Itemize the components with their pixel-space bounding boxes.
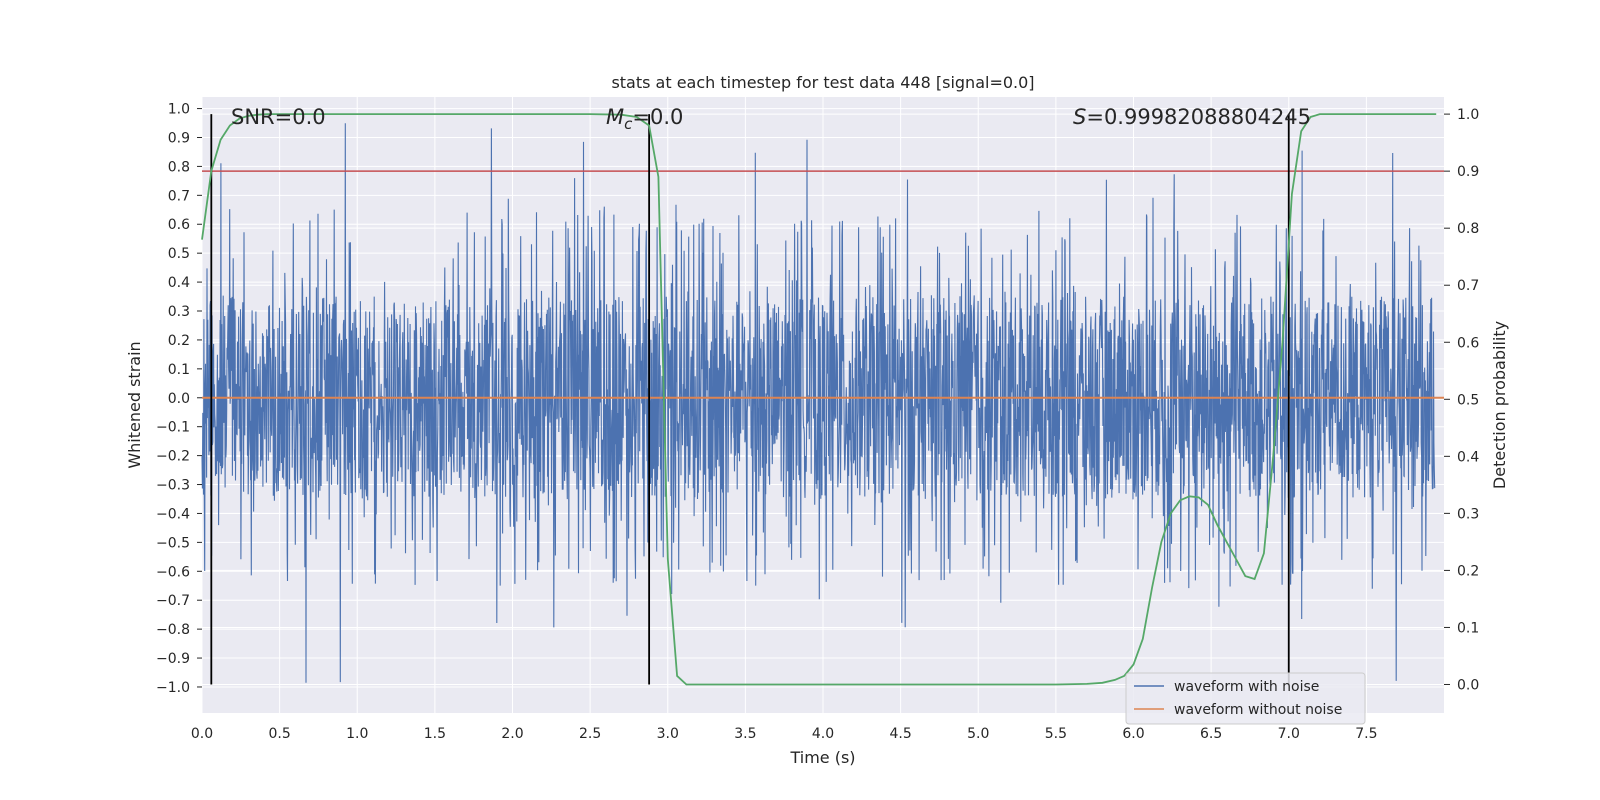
x-tick-label: 2.0 <box>501 726 523 742</box>
y-left-tick-label: −1.0 <box>156 680 190 696</box>
y-left-tick-label: −0.7 <box>156 593 190 609</box>
y-left-tick-label: 0.9 <box>168 130 190 146</box>
score-annotation: S=0.99982088804245 <box>1073 105 1311 129</box>
left-y-axis-ticks: 1.0 0.9 0.8 0.7 0.6 0.5 0.4 0.3 0.2 0.1 0.0 −0.1 −0.… <box>156 102 202 696</box>
y-left-tick-label: −0.5 <box>156 535 190 551</box>
chirp-mass-value: =0.0 <box>632 105 683 129</box>
y-left-tick-label: 0.4 <box>168 275 190 291</box>
x-tick-label: 5.5 <box>1045 726 1067 742</box>
y-left-tick-label: −0.9 <box>156 651 190 667</box>
x-tick-label: 3.0 <box>657 726 679 742</box>
detection-probability-line <box>201 113 1437 686</box>
chirp-mass-subscript: c <box>624 115 633 133</box>
x-tick-label: 0.5 <box>268 726 290 742</box>
x-tick-label: 6.5 <box>1200 726 1222 742</box>
chart-title: stats at each timestep for test data 448… <box>611 73 1034 92</box>
y-left-tick-label: −0.1 <box>156 420 190 436</box>
y-left-tick-label: 0.3 <box>168 304 190 320</box>
x-tick-label: 1.5 <box>424 726 446 742</box>
legend-box <box>1125 672 1366 725</box>
y-left-tick-label: 0.7 <box>168 188 190 204</box>
y-left-tick-label: −0.6 <box>156 564 190 580</box>
y-left-tick-label: −0.8 <box>156 622 190 638</box>
x-tick-label: 5.0 <box>967 726 989 742</box>
y-right-tick-label: 0.1 <box>1457 620 1479 636</box>
y-right-tick-label: 0.3 <box>1457 506 1479 522</box>
y-left-tick-label: −0.3 <box>156 478 190 494</box>
x-axis-ticks: 0.0 0.5 1.0 1.5 2.0 2.5 3.0 3.5 4.0 4.5 5.0 5.5 6.0 6… <box>191 726 1378 742</box>
waveform-with-noise-line <box>201 123 1436 683</box>
legend-label-clean: waveform without noise <box>1174 702 1342 718</box>
legend-label-noisy: waveform with noise <box>1174 679 1319 695</box>
legend: waveform with noise waveform without noi… <box>1125 672 1366 725</box>
snr-annotation: SNR=0.0 <box>231 105 326 129</box>
y-right-tick-label: 1.0 <box>1457 107 1479 123</box>
x-tick-label: 3.5 <box>734 726 756 742</box>
x-tick-label: 4.5 <box>889 726 911 742</box>
y-right-tick-label: 0.0 <box>1457 677 1479 693</box>
y-left-tick-label: 0.0 <box>168 391 190 407</box>
x-tick-label: 2.5 <box>579 726 601 742</box>
x-tick-label: 7.5 <box>1355 726 1377 742</box>
x-tick-label: 6.0 <box>1122 726 1144 742</box>
score-symbol: S <box>1073 105 1086 129</box>
x-tick-label: 7.0 <box>1278 726 1300 742</box>
y-right-tick-label: 0.7 <box>1457 278 1479 294</box>
y-left-tick-label: 0.8 <box>168 159 190 175</box>
y-right-tick-label: 0.2 <box>1457 563 1479 579</box>
y-right-tick-label: 0.9 <box>1457 164 1479 180</box>
chirp-mass-symbol: M <box>606 105 624 129</box>
y-left-tick-label: −0.4 <box>156 506 190 522</box>
y-left-tick-label: 0.2 <box>168 333 190 349</box>
y-left-tick-label: 0.5 <box>168 246 190 262</box>
x-tick-label: 0.0 <box>191 726 213 742</box>
y-right-tick-label: 0.8 <box>1457 221 1479 237</box>
x-tick-label: 4.0 <box>812 726 834 742</box>
score-value: =0.99982088804245 <box>1086 105 1311 129</box>
y-right-tick-label: 0.6 <box>1457 335 1479 351</box>
plot-series <box>201 113 1444 686</box>
y-left-tick-label: −0.2 <box>156 449 190 465</box>
y-left-tick-label: 0.6 <box>168 217 190 233</box>
chirp-mass-annotation: Mc=0.0 <box>606 105 683 133</box>
right-y-axis-label: Detection probability <box>1490 321 1509 489</box>
right-y-axis-ticks: 1.0 0.9 0.8 0.7 0.6 0.5 0.4 0.3 0.2 0.1 0.0 <box>1444 107 1479 693</box>
x-axis-label: Time (s) <box>789 748 855 767</box>
timestep-markers <box>210 114 1290 685</box>
y-left-tick-label: 0.1 <box>168 362 190 378</box>
y-right-tick-label: 0.4 <box>1457 449 1479 465</box>
left-y-axis-label: Whitened strain <box>125 341 144 468</box>
y-right-tick-label: 0.5 <box>1457 392 1479 408</box>
x-tick-label: 1.0 <box>346 726 368 742</box>
y-left-tick-label: 1.0 <box>168 102 190 118</box>
